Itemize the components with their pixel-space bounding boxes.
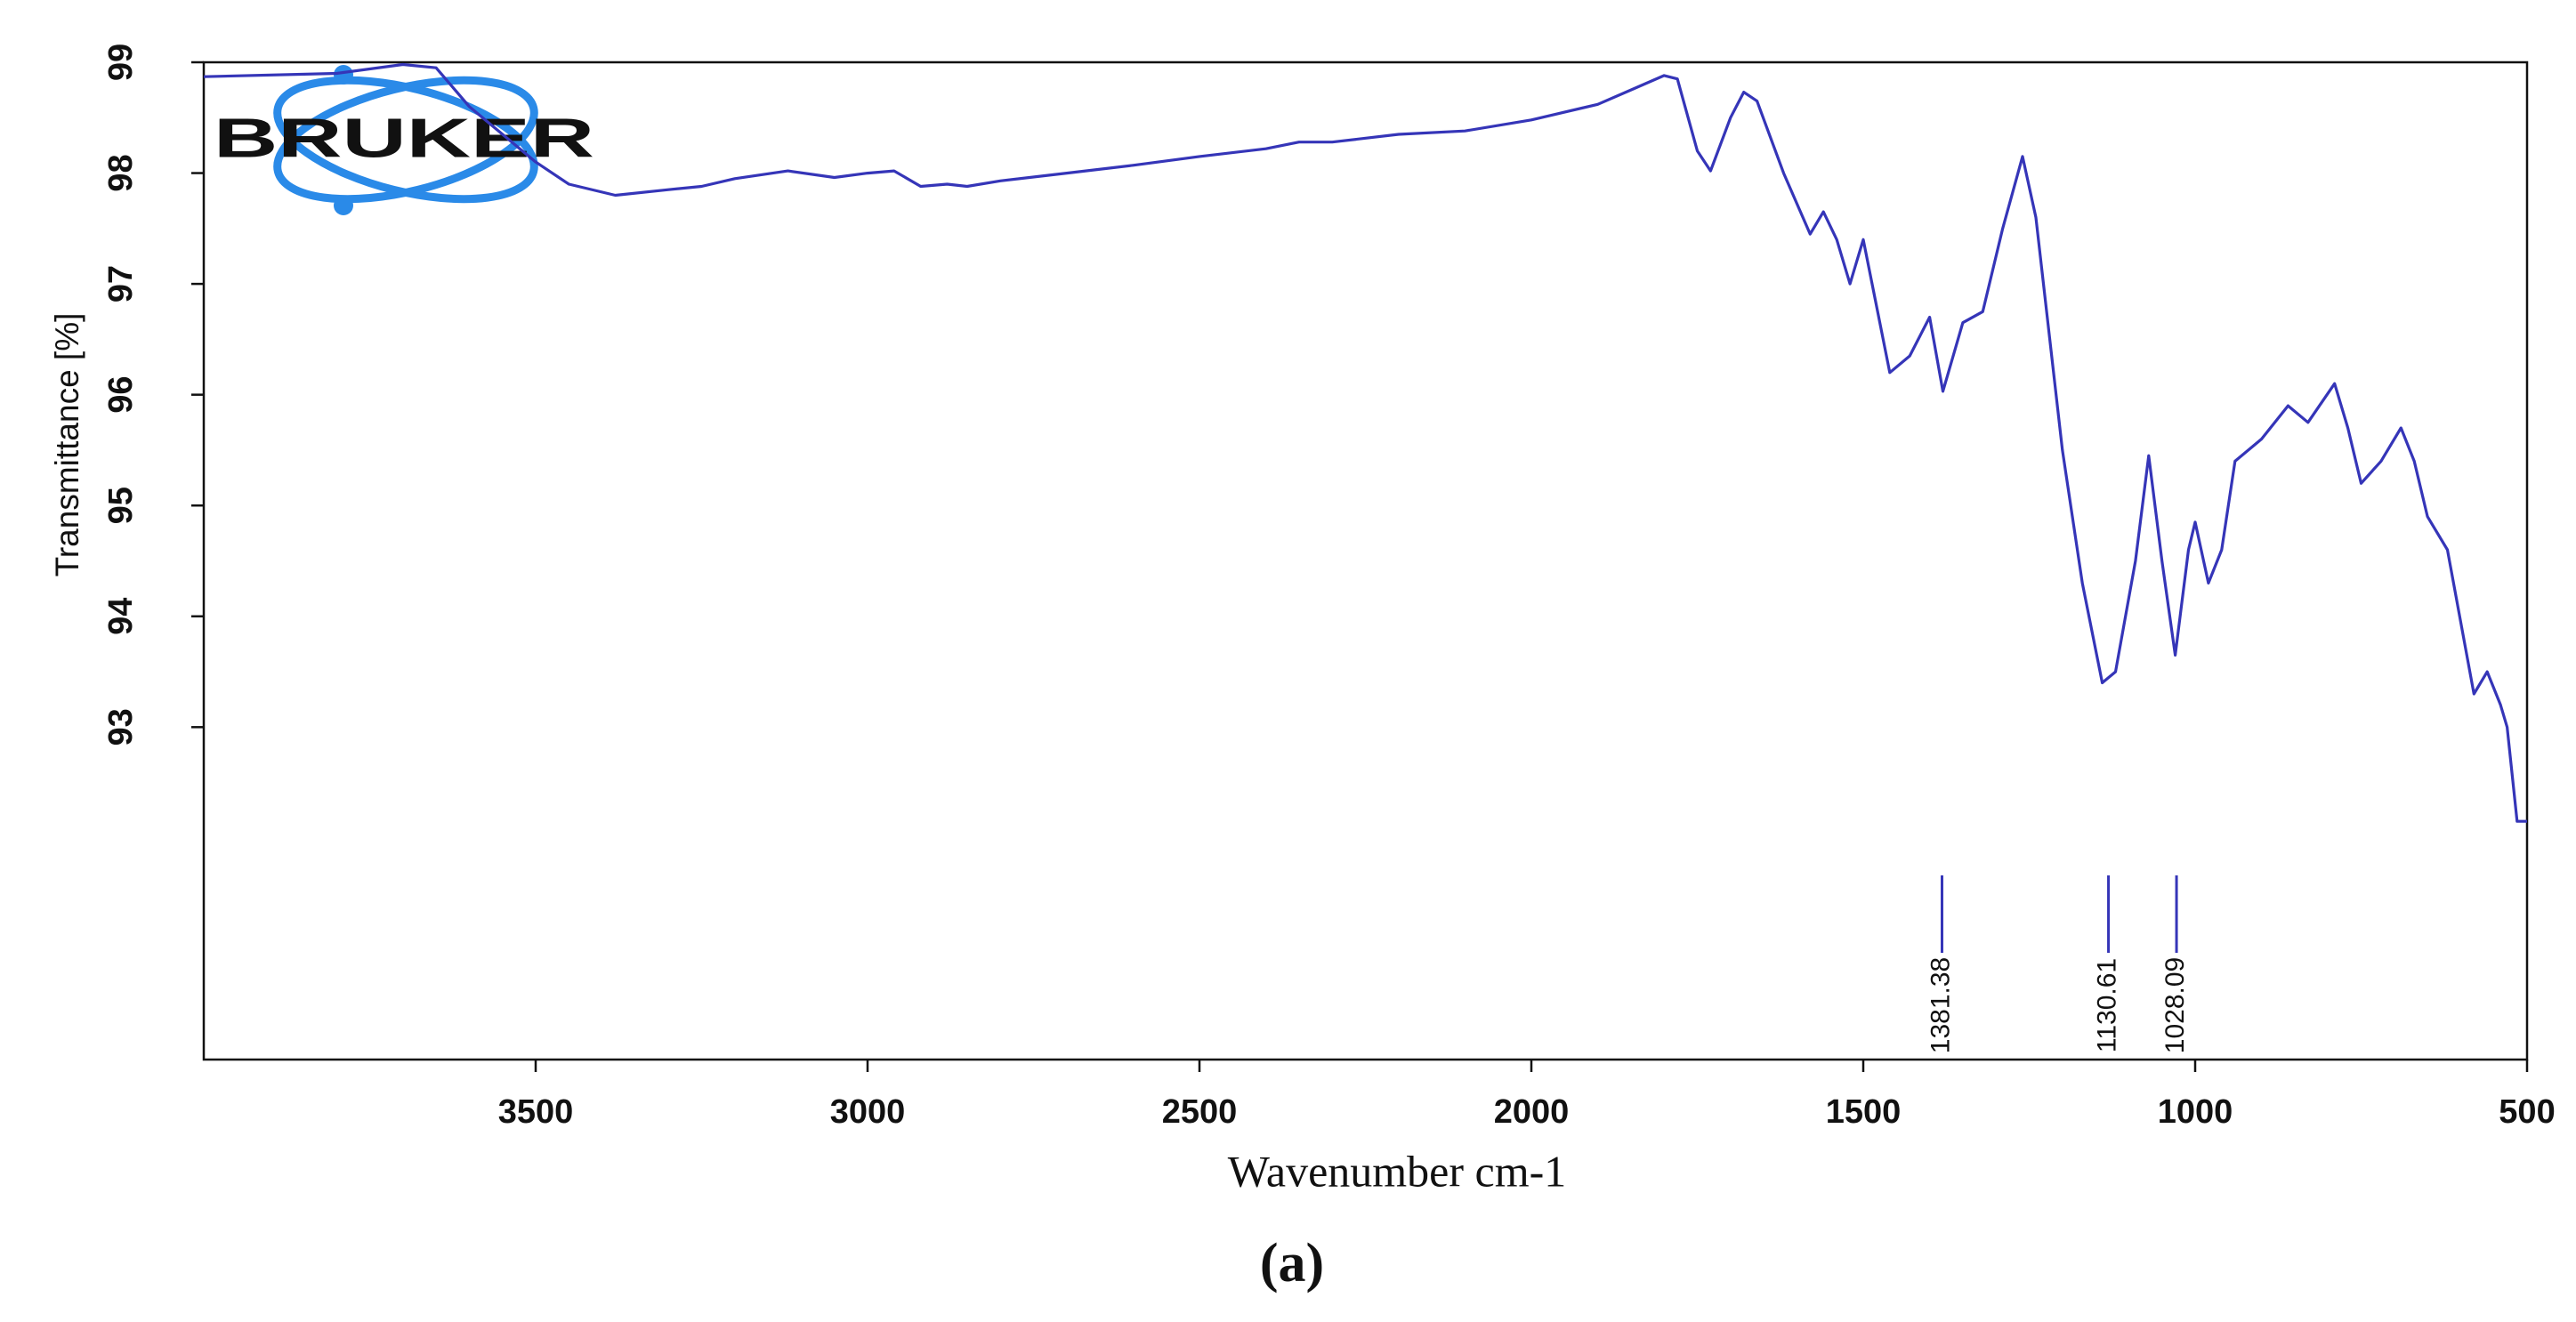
x-axis-label: Wavenumber cm-1 (1228, 1146, 1567, 1196)
y-axis-label: Transmittance [%] (49, 313, 85, 577)
logo-text: BRUKER (214, 108, 594, 169)
y-tick-label: 94 (102, 598, 140, 635)
y-tick-label: 95 (102, 487, 140, 524)
y-tick-label: 97 (102, 265, 140, 302)
plot-frame (202, 60, 2529, 1061)
logo-dot (334, 65, 353, 85)
x-tick-label: 1500 (1826, 1093, 1902, 1131)
caption: (a) (1260, 1233, 1324, 1294)
peak-label: 1130.61 (2092, 958, 2121, 1052)
x-tick-label: 2500 (1162, 1093, 1238, 1131)
x-tick-label: 1000 (2158, 1093, 2233, 1131)
logo-dot (334, 196, 353, 215)
logo: BRUKER (214, 65, 594, 215)
y-tick-label: 99 (102, 44, 140, 81)
y-tick-label: 96 (102, 376, 140, 414)
logo-orbit (273, 76, 538, 204)
x-tick-label: 3500 (498, 1093, 574, 1131)
x-tick-label: 500 (2499, 1093, 2555, 1131)
spectrum-line (203, 62, 2527, 823)
x-tick-label: 3000 (830, 1093, 906, 1131)
logo-orbit (273, 76, 538, 204)
peak-label: 1028.09 (2160, 957, 2190, 1053)
x-tick-label: 2000 (1494, 1093, 1570, 1131)
peak-label: 1381.38 (1926, 957, 1955, 1053)
y-tick-label: 98 (102, 154, 140, 191)
y-tick-label: 93 (102, 708, 140, 746)
